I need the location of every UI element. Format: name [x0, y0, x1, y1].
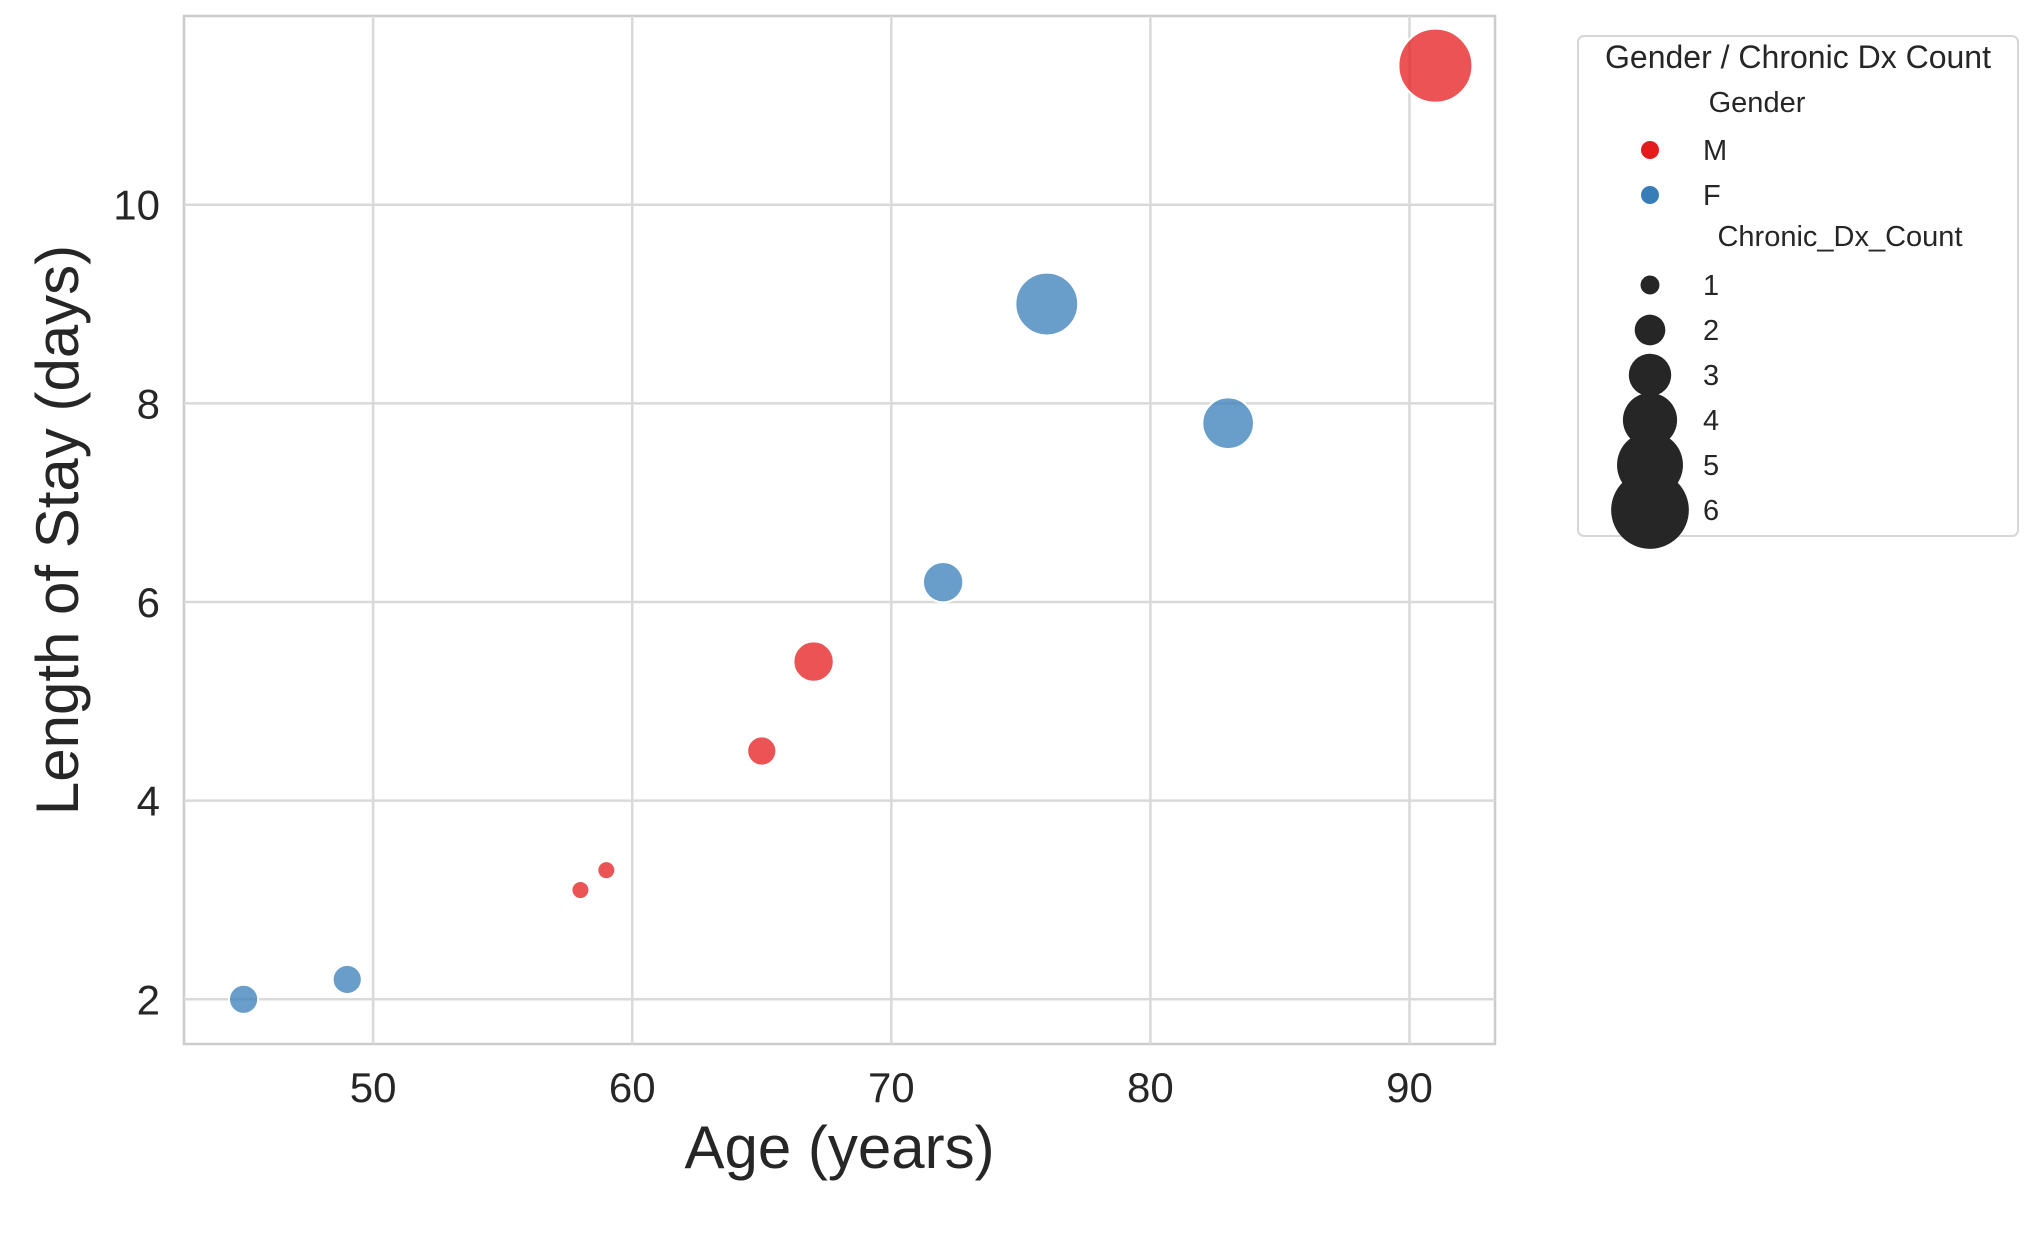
x-axis-ticks: 50 60 70 80 90 — [350, 1064, 1433, 1111]
x-tick-label: 50 — [350, 1064, 397, 1111]
legend-size-marker — [1622, 392, 1678, 448]
legend-gender-entries: MF — [1641, 135, 1727, 212]
legend-marker-m — [1641, 141, 1659, 159]
legend-size-entries: 1 2 3 4 5 6 — [1611, 270, 1719, 549]
legend-label: 6 — [1703, 495, 1719, 527]
legend-hue-title: Gender — [1709, 87, 1806, 119]
legend-label: 1 — [1703, 270, 1719, 302]
x-tick-label: 70 — [868, 1064, 915, 1111]
plot-frame — [182, 14, 1497, 1046]
legend-label: 2 — [1703, 315, 1719, 347]
legend-size-marker — [1628, 353, 1672, 397]
legend-title: Gender / Chronic Dx Count — [1605, 39, 1991, 75]
legend-marker-f — [1641, 186, 1659, 204]
legend-size-title: Chronic_Dx_Count — [1717, 221, 1962, 253]
legend: Gender / Chronic Dx Count Gender MF Chro… — [1577, 35, 2019, 549]
y-axis-label: Length of Stay (days) — [24, 245, 91, 815]
legend-label: F — [1703, 180, 1721, 212]
y-tick-label: 8 — [137, 380, 160, 427]
y-tick-label: 4 — [137, 778, 160, 825]
legend-size-marker — [1634, 314, 1666, 346]
data-point — [227, 983, 260, 1015]
data-point — [1201, 396, 1255, 451]
y-tick-label: 10 — [113, 182, 160, 229]
legend-label: M — [1703, 135, 1727, 167]
x-tick-label: 90 — [1386, 1064, 1433, 1111]
plot-area — [182, 14, 1497, 1046]
data-point — [570, 880, 591, 901]
data-points — [227, 27, 1474, 1015]
x-tick-label: 80 — [1127, 1064, 1174, 1111]
y-tick-label: 2 — [137, 976, 160, 1023]
legend-size-marker — [1611, 471, 1689, 549]
x-axis-label: Age (years) — [684, 1114, 994, 1181]
data-point — [596, 860, 617, 881]
data-point — [921, 560, 965, 604]
data-point — [1014, 271, 1080, 337]
x-tick-label: 60 — [609, 1064, 656, 1111]
legend-size-marker — [1640, 275, 1660, 295]
data-point — [746, 735, 778, 767]
y-tick-label: 6 — [137, 579, 160, 626]
legend-label: 3 — [1703, 360, 1719, 392]
data-point — [792, 640, 835, 683]
data-point — [331, 963, 363, 996]
grid-lines — [184, 16, 1495, 1044]
legend-label: 5 — [1703, 450, 1719, 482]
y-axis-ticks: 2 4 6 8 10 — [113, 182, 160, 1024]
legend-frame — [1577, 35, 2019, 537]
data-point — [1397, 27, 1474, 104]
legend-label: 4 — [1703, 405, 1719, 437]
